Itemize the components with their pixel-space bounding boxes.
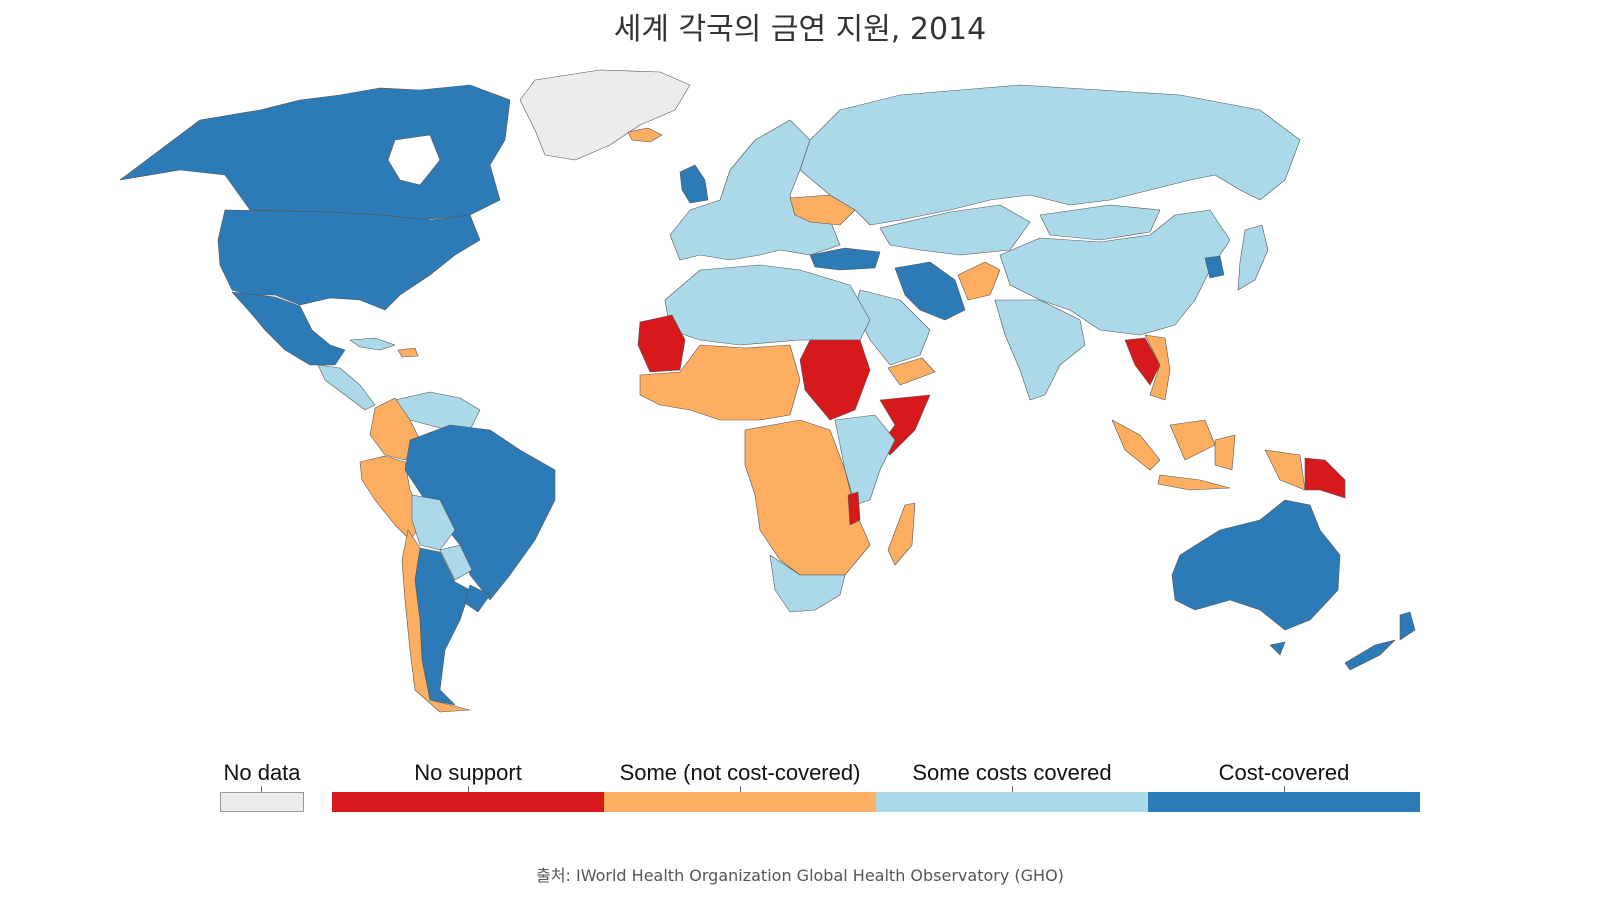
legend: No data No support Some (not cost-covere… — [0, 760, 1600, 840]
region-new-zealand — [1344, 611, 1416, 671]
region-papua-new-guinea — [1304, 457, 1346, 499]
region-united-states — [217, 209, 481, 311]
legend-swatch-no-support — [332, 792, 604, 812]
region-mauritania — [637, 314, 686, 373]
map-title: 세계 각국의 금연 지원, 2014 — [613, 12, 987, 47]
region-iceland — [627, 127, 663, 143]
legend-swatch-some-costs-covered — [876, 792, 1148, 812]
region-malawi — [847, 491, 861, 526]
region-chile — [401, 529, 471, 713]
legend-tick — [1012, 786, 1013, 793]
legend-tick — [261, 786, 262, 793]
legend-label-cost-covered: Cost-covered — [1218, 760, 1350, 785]
legend-label-some-not-cost-covered: Some (not cost-covered) — [619, 760, 861, 785]
region-uruguay — [464, 584, 491, 613]
region-madagascar — [887, 502, 916, 566]
region-west-africa — [639, 344, 801, 421]
legend-tick — [468, 786, 469, 793]
region-united-kingdom — [679, 164, 709, 204]
region-north-africa — [664, 264, 871, 346]
region-japan — [1237, 224, 1269, 291]
legend-swatch-some-not-cost-covered — [604, 792, 876, 812]
region-china — [999, 209, 1231, 336]
region-canada — [119, 84, 511, 221]
legend-label-no-data: No data — [223, 760, 301, 785]
region-south-africa — [769, 554, 846, 613]
region-south-korea — [1204, 255, 1225, 279]
legend-swatch-cost-covered — [1148, 792, 1420, 812]
region-yemen — [887, 357, 936, 386]
region-dominican-republic — [397, 347, 419, 358]
region-laos — [1124, 337, 1161, 386]
source-note: 출처: IWorld Health Organization Global He… — [536, 866, 1064, 885]
region-australia — [1171, 499, 1341, 631]
region-mongolia — [1039, 204, 1161, 241]
legend-tick — [1284, 786, 1285, 793]
region-paraguay — [439, 544, 473, 581]
region-cuba — [349, 337, 396, 351]
world-map — [0, 55, 1600, 735]
region-afghanistan — [957, 261, 1001, 301]
region-russia — [799, 84, 1301, 226]
region-india — [994, 299, 1086, 401]
legend-label-no-support: No support — [414, 760, 522, 785]
region-east-africa — [834, 414, 896, 506]
region-kazakhstan — [879, 204, 1031, 256]
region-iran — [894, 261, 966, 321]
region-greenland — [519, 69, 691, 161]
legend-tick — [740, 786, 741, 793]
region-turkey — [809, 247, 881, 271]
legend-label-some-costs-covered: Some costs covered — [912, 760, 1112, 785]
region-venezuela — [394, 391, 481, 431]
region-vietnam — [1144, 334, 1171, 401]
region-mexico — [231, 291, 346, 366]
region-indonesia — [1111, 419, 1306, 491]
legend-swatch-no-data — [220, 792, 304, 812]
region-sudan — [799, 339, 871, 421]
region-central-america — [317, 364, 376, 411]
region-tasmania — [1269, 641, 1286, 656]
